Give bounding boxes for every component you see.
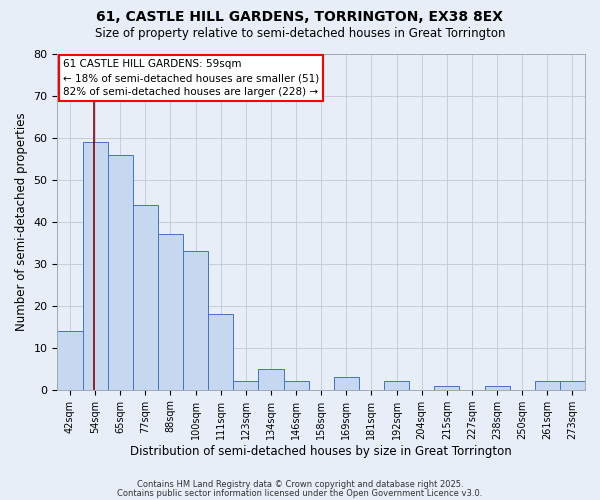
Bar [58, 331, 83, 390]
Bar [259, 368, 284, 390]
Bar [133, 205, 158, 390]
Bar [384, 382, 409, 390]
Bar [284, 382, 308, 390]
Bar [334, 377, 359, 390]
Bar [107, 154, 133, 390]
Text: 61 CASTLE HILL GARDENS: 59sqm
← 18% of semi-detached houses are smaller (51)
82%: 61 CASTLE HILL GARDENS: 59sqm ← 18% of s… [62, 59, 319, 97]
Y-axis label: Number of semi-detached properties: Number of semi-detached properties [15, 112, 28, 331]
Bar [485, 386, 509, 390]
Bar [535, 382, 560, 390]
Text: Contains HM Land Registry data © Crown copyright and database right 2025.: Contains HM Land Registry data © Crown c… [137, 480, 463, 489]
Bar [233, 382, 259, 390]
Text: Size of property relative to semi-detached houses in Great Torrington: Size of property relative to semi-detach… [95, 28, 505, 40]
Bar [434, 386, 460, 390]
Bar [560, 382, 585, 390]
Text: Contains public sector information licensed under the Open Government Licence v3: Contains public sector information licen… [118, 488, 482, 498]
Text: 61, CASTLE HILL GARDENS, TORRINGTON, EX38 8EX: 61, CASTLE HILL GARDENS, TORRINGTON, EX3… [97, 10, 503, 24]
Bar [158, 234, 183, 390]
X-axis label: Distribution of semi-detached houses by size in Great Torrington: Distribution of semi-detached houses by … [130, 444, 512, 458]
Bar [208, 314, 233, 390]
Bar [83, 142, 107, 390]
Bar [183, 251, 208, 390]
